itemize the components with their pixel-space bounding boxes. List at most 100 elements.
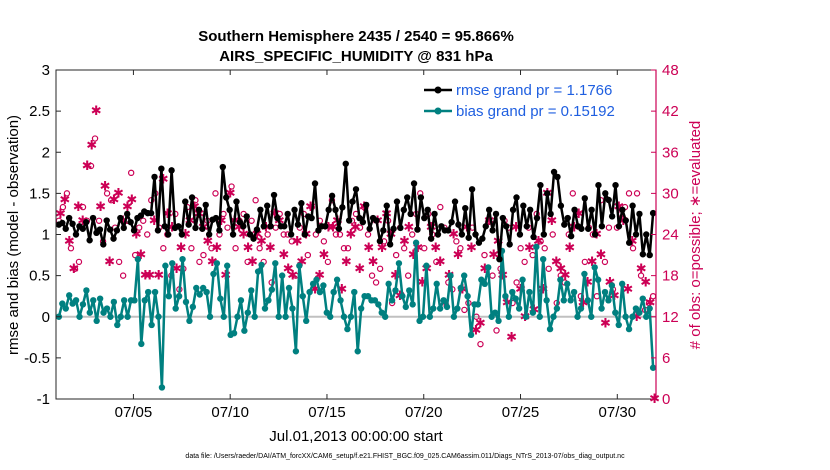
bias-point	[529, 309, 537, 316]
bias-point	[148, 321, 155, 329]
obs-possible-point	[376, 265, 384, 272]
obs-evaluated-point: ✱	[243, 241, 254, 256]
bias-point	[59, 300, 66, 307]
rmse-point	[591, 231, 599, 238]
bias-point	[175, 292, 183, 300]
legend-bias-label: bias grand pr = 0.15192	[456, 103, 615, 120]
rmse-point	[219, 163, 227, 171]
bias-point	[117, 313, 124, 320]
bias-point	[302, 317, 310, 325]
obs-possible-point	[256, 245, 263, 252]
rmse-point	[479, 235, 486, 242]
rmse-point	[328, 192, 336, 200]
obs-possible-point	[228, 183, 235, 190]
bias-point	[327, 313, 334, 320]
bias-point	[567, 297, 574, 304]
obs-possible-point	[409, 231, 416, 238]
rmse-point	[554, 173, 561, 181]
obs-evaluated-point: ✱	[252, 228, 263, 243]
bias-point	[406, 287, 413, 294]
bias-point	[546, 325, 554, 333]
bias-point	[543, 297, 550, 304]
bias-point	[278, 272, 286, 279]
rmse-point	[243, 213, 250, 220]
rmse-point	[274, 214, 281, 222]
y-left-tick-label: 3	[42, 62, 50, 79]
rmse-point	[178, 231, 186, 238]
rmse-point	[445, 227, 452, 234]
legend: rmse grand pr = 1.1766 bias grand pr = 0…	[417, 77, 649, 121]
obs-evaluated-point: ✱	[68, 262, 79, 277]
obs-possible-point	[344, 245, 352, 252]
obs-possible-point	[115, 258, 123, 266]
rmse-point	[308, 214, 315, 222]
bias-point	[412, 239, 420, 246]
obs-possible-point	[212, 190, 219, 197]
rmse-point	[380, 227, 387, 234]
obs-possible-point	[541, 245, 548, 252]
bias-point	[512, 295, 519, 302]
rmse-point	[151, 173, 158, 181]
bias-point	[588, 313, 595, 320]
bias-point	[385, 280, 392, 288]
rmse-point	[86, 237, 93, 244]
rmse-point	[458, 231, 466, 238]
rmse-point	[325, 206, 332, 214]
y-right-tick-label: 42	[662, 103, 679, 120]
bias-point	[536, 313, 543, 320]
bias-point	[570, 288, 578, 296]
bias-point	[93, 317, 100, 325]
rmse-point	[547, 210, 554, 218]
rmse-point	[127, 218, 134, 226]
bias-point	[296, 262, 303, 269]
rmse-point	[287, 231, 295, 238]
rmse-point	[417, 194, 425, 201]
rmse-point	[602, 190, 609, 197]
obs-possible-point	[144, 231, 151, 238]
obs-possible-point	[332, 231, 340, 238]
obs-evaluated-point: ✱	[292, 234, 303, 249]
rmse-point	[407, 210, 414, 218]
bias-point	[539, 255, 547, 263]
legend-rmse-label: rmse grand pr = 1.1766	[456, 82, 612, 99]
obs-evaluated-point: ✱	[162, 207, 173, 222]
bias-point	[86, 309, 94, 316]
rmse-point	[322, 223, 329, 230]
plot-area	[56, 70, 656, 399]
bias-point	[457, 284, 464, 292]
rmse-point	[434, 231, 442, 238]
obs-possible-point	[196, 258, 203, 266]
rmse-point	[390, 225, 397, 232]
obs-possible-point	[264, 231, 271, 238]
rmse-point	[284, 210, 291, 218]
obs-possible-point	[79, 203, 87, 211]
bias-point	[292, 348, 300, 355]
bias-point	[224, 262, 231, 269]
obs-possible-point	[67, 245, 75, 252]
y-axis-left-label: rmse and bias (model - observation)	[5, 115, 22, 355]
bias-point	[491, 309, 499, 316]
obs-evaluated-point: ✱	[341, 255, 352, 270]
obs-evaluated-point: ✱	[412, 241, 423, 256]
obs-possible-point	[513, 279, 520, 286]
bias-point	[519, 276, 526, 283]
obs-evaluated-point: ✱	[265, 241, 276, 256]
obs-possible-point	[392, 251, 400, 259]
obs-evaluated-point: ✱	[113, 186, 124, 201]
rmse-point	[622, 217, 629, 224]
rmse-point	[373, 217, 380, 224]
bias-point	[203, 288, 210, 296]
rmse-point	[386, 241, 394, 248]
bias-point	[381, 313, 389, 320]
obs-evaluated-point: ✱	[247, 255, 258, 270]
bias-point	[557, 276, 564, 283]
obs-evaluated-point: ✱	[613, 200, 624, 215]
rmse-point	[202, 201, 209, 209]
obs-possible-point	[605, 224, 613, 231]
bias-point	[103, 305, 111, 312]
obs-evaluated-point: ✱	[278, 248, 289, 263]
obs-possible-point	[421, 245, 428, 252]
rmse-point	[427, 235, 435, 242]
rmse-point	[520, 202, 527, 209]
obs-possible-point	[637, 272, 645, 279]
